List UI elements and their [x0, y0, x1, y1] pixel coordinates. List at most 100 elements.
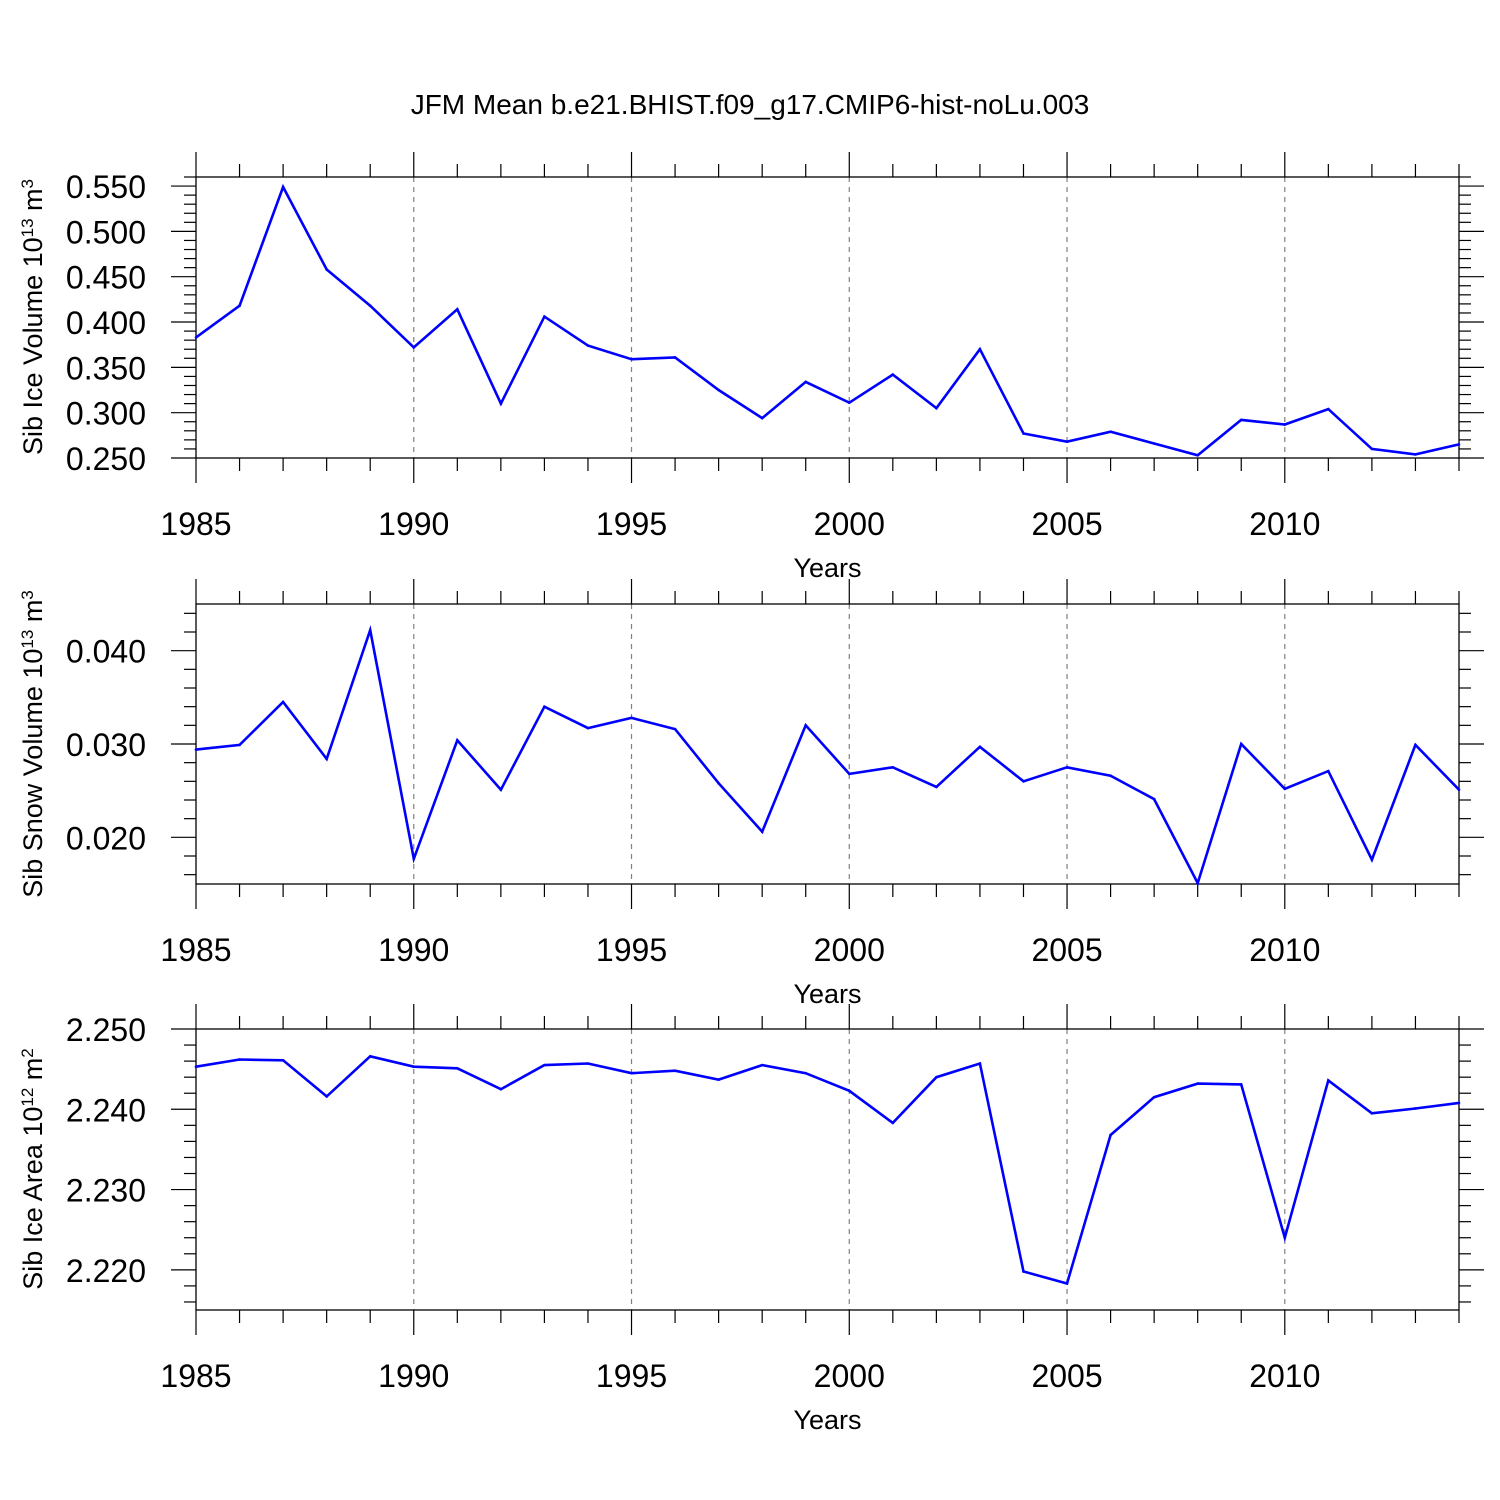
x-tick-label: 1985	[160, 506, 231, 542]
data-point	[1152, 442, 1156, 445]
data-point	[412, 857, 416, 861]
data-point	[1022, 780, 1025, 783]
data-point	[1196, 1082, 1199, 1085]
x-tick-label: 2005	[1031, 506, 1102, 542]
data-point	[1022, 432, 1025, 435]
data-point	[194, 748, 198, 751]
x-tick-label: 1995	[596, 506, 667, 542]
y-tick-label: 2.250	[66, 1012, 146, 1048]
x-tick-label: 1990	[378, 1358, 449, 1394]
data-point	[935, 785, 938, 789]
data-point	[586, 726, 590, 730]
data-point	[238, 743, 241, 747]
y-axis-label-text: Sib Ice Area 10	[18, 1107, 48, 1290]
data-point	[1196, 881, 1199, 885]
data-point	[630, 1071, 633, 1075]
data-point	[804, 1071, 808, 1075]
data-point	[978, 347, 982, 351]
y-axis-label: Sib Ice Volume 1013 m3	[18, 179, 49, 455]
data-point	[368, 304, 372, 308]
data-point	[456, 738, 459, 742]
data-point	[673, 356, 677, 359]
data-point	[1370, 858, 1374, 862]
data-point	[630, 716, 633, 720]
data-point	[1065, 440, 1069, 443]
y-axis-label-text: m	[18, 188, 48, 218]
x-tick-label: 1990	[378, 506, 449, 542]
data-point	[1239, 742, 1243, 746]
x-axis-label: Years	[793, 1405, 861, 1435]
x-tick-label: 2005	[1031, 932, 1102, 968]
y-axis-label-text: m	[18, 1058, 48, 1088]
data-point	[1065, 1282, 1069, 1285]
y-tick-label: 0.250	[66, 441, 146, 477]
data-point	[586, 344, 590, 347]
x-tick-label: 1995	[596, 1358, 667, 1394]
data-point	[847, 401, 851, 405]
data-point	[1327, 407, 1330, 411]
data-point	[760, 1063, 764, 1067]
y-axis-label-superscript: 3	[18, 590, 37, 599]
data-point	[847, 772, 851, 776]
data-point	[760, 830, 764, 834]
data-point	[1152, 797, 1156, 801]
data-point	[1283, 1236, 1287, 1240]
data-point	[978, 1062, 982, 1065]
data-point	[499, 402, 503, 405]
x-tick-label: 1995	[596, 932, 667, 968]
data-point	[1065, 766, 1069, 769]
x-tick-label: 2005	[1031, 1358, 1102, 1394]
data-point	[935, 406, 938, 410]
y-axis-label-text: m	[18, 600, 48, 630]
data-point	[1414, 743, 1417, 747]
y-tick-label: 0.450	[66, 260, 146, 296]
data-point	[1283, 787, 1287, 791]
panel-ice-volume: 0.250 0.300 0.350 0.400 0.450 0.500 0.550 1985 1…	[18, 152, 1484, 583]
data-point	[543, 705, 546, 708]
data-point	[1283, 423, 1287, 426]
y-axis-label-superscript: 13	[18, 630, 37, 649]
x-tick-label: 2010	[1249, 932, 1320, 968]
data-point	[1152, 1095, 1156, 1099]
data-point	[1370, 1112, 1374, 1115]
data-point	[630, 357, 633, 361]
data-point	[1457, 443, 1461, 446]
y-tick-label: 2.220	[66, 1253, 146, 1289]
x-tick-label: 2010	[1249, 506, 1320, 542]
y-tick-label: 0.400	[66, 305, 146, 341]
data-point	[325, 757, 328, 761]
data-point	[673, 727, 677, 731]
data-point	[456, 1067, 459, 1070]
data-point	[717, 388, 720, 392]
x-axis-label: Years	[793, 979, 861, 1009]
data-point	[325, 268, 328, 271]
y-axis-label-superscript: 2	[18, 1048, 37, 1057]
data-point	[978, 745, 982, 749]
x-tick-label: 1985	[160, 1358, 231, 1394]
data-point	[935, 1075, 938, 1079]
data-point	[543, 1063, 546, 1067]
data-point	[1370, 447, 1374, 451]
data-point	[1414, 1107, 1417, 1110]
plot-frame	[195, 603, 1460, 885]
plot-frame	[195, 176, 1460, 459]
y-tick-label: 0.300	[66, 396, 146, 432]
data-point	[238, 304, 241, 308]
series-line-ice-volume	[195, 183, 1460, 457]
y-axis-label-text: Sib Ice Volume 10	[18, 237, 48, 455]
data-point	[499, 788, 503, 792]
data-point	[1196, 453, 1199, 457]
data-point	[804, 380, 808, 384]
y-tick-label: 2.230	[66, 1173, 146, 1209]
data-point	[1239, 418, 1243, 422]
data-point	[891, 1121, 895, 1125]
y-axis-label: Sib Snow Volume 1013 m3	[18, 590, 49, 898]
data-point	[1327, 1079, 1330, 1082]
x-tick-label: 1985	[160, 932, 231, 968]
data-point	[412, 1065, 416, 1069]
panels: 0.250 0.300 0.350 0.400 0.450 0.500 0.550 1985 1…	[18, 152, 1484, 1435]
data-point	[194, 336, 198, 339]
data-point	[1022, 1270, 1025, 1273]
y-tick-label: 0.550	[66, 169, 146, 205]
data-point	[673, 1069, 677, 1073]
